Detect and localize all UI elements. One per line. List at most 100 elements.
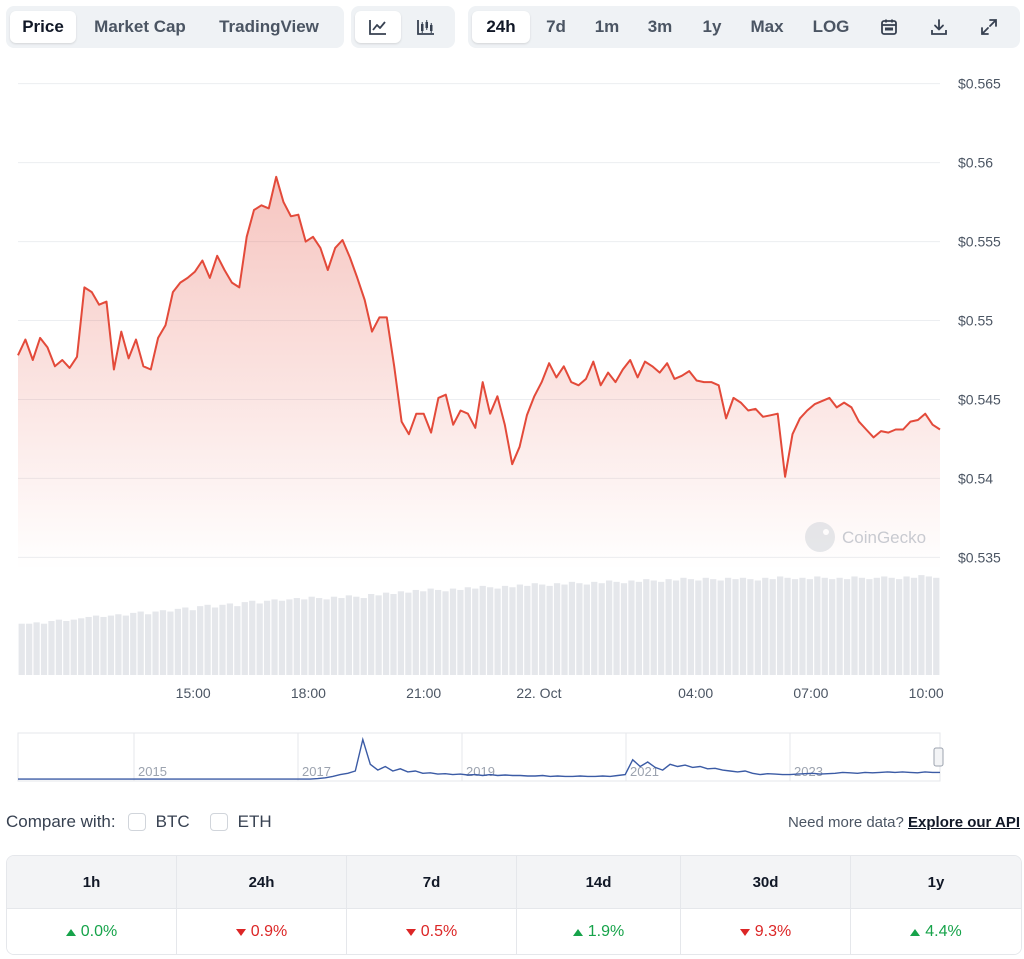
volume-bar bbox=[836, 577, 843, 675]
volume-bar bbox=[427, 588, 434, 675]
api-promo: Need more data? Explore our API bbox=[788, 814, 1020, 831]
volume-bar bbox=[613, 581, 620, 675]
volume-bar bbox=[457, 589, 464, 675]
volume-bar bbox=[799, 577, 806, 675]
overview-year-label: 2015 bbox=[138, 764, 167, 779]
x-tick-label: 07:00 bbox=[793, 685, 828, 701]
volume-bar bbox=[308, 596, 315, 675]
y-tick-label: $0.555 bbox=[958, 234, 1001, 250]
volume-bar bbox=[821, 577, 828, 675]
btc-label[interactable]: BTC bbox=[155, 812, 190, 831]
volume-bar bbox=[115, 614, 122, 675]
navigator-handle[interactable] bbox=[933, 747, 944, 767]
eth-checkbox[interactable] bbox=[209, 813, 228, 831]
volume-bar bbox=[546, 585, 553, 675]
tab-tradingview[interactable]: TradingView bbox=[219, 17, 319, 36]
tab-price[interactable]: Price bbox=[10, 11, 76, 43]
change-1y: 4.4% bbox=[851, 909, 1021, 954]
volume-bar bbox=[211, 607, 219, 675]
volume-bar bbox=[405, 592, 412, 675]
arrow-down-icon bbox=[235, 928, 246, 936]
tab-range-24h[interactable]: 24h bbox=[472, 11, 530, 43]
volume-bar bbox=[918, 575, 925, 675]
volume-bar bbox=[390, 594, 397, 675]
volume-bar bbox=[345, 595, 352, 675]
explore-api-link[interactable]: Explore our API bbox=[908, 814, 1020, 831]
volume-bar bbox=[70, 619, 77, 675]
y-tick-label: $0.545 bbox=[958, 391, 1001, 407]
volume-bar bbox=[881, 576, 888, 675]
header-24h: 24h bbox=[177, 856, 347, 908]
x-tick-label: 18:00 bbox=[291, 685, 326, 701]
fullscreen-button[interactable] bbox=[964, 11, 1014, 43]
volume-bar bbox=[806, 579, 813, 675]
volume-bar bbox=[531, 583, 538, 675]
volume-bar bbox=[784, 577, 791, 675]
tab-log-scale[interactable]: LOG bbox=[812, 17, 850, 36]
y-tick-label: $0.55 bbox=[958, 313, 993, 329]
volume-bar bbox=[26, 623, 33, 675]
volume-bar bbox=[301, 599, 308, 675]
tab-range-1y[interactable]: 1y bbox=[702, 17, 722, 36]
calendar-button[interactable] bbox=[864, 11, 914, 43]
volume-bar bbox=[702, 577, 709, 675]
x-tick-label: 10:00 bbox=[909, 685, 944, 701]
tab-range-max[interactable]: Max bbox=[750, 17, 784, 36]
chart-metric-tabs: Price Market Cap TradingView bbox=[6, 6, 344, 48]
tab-market-cap[interactable]: Market Cap bbox=[94, 17, 186, 36]
volume-bar bbox=[754, 580, 761, 675]
volume-bar bbox=[791, 579, 799, 675]
volume-bar bbox=[524, 585, 531, 675]
volume-bar bbox=[561, 584, 568, 675]
volume-bar bbox=[130, 612, 137, 675]
header-30d: 30d bbox=[681, 856, 851, 908]
y-tick-label: $0.535 bbox=[958, 549, 1001, 565]
volume-bar bbox=[925, 576, 932, 675]
eth-label[interactable]: ETH bbox=[237, 812, 272, 831]
compare-label: Compare with: bbox=[6, 812, 116, 831]
volume-bar bbox=[777, 576, 784, 675]
volume-bar bbox=[234, 606, 241, 675]
download-button[interactable] bbox=[914, 11, 964, 43]
line-chart-icon bbox=[368, 18, 388, 36]
volume-bar bbox=[18, 623, 25, 675]
btc-checkbox[interactable] bbox=[127, 813, 146, 831]
volume-bar bbox=[249, 600, 256, 675]
tab-range-7d[interactable]: 7d bbox=[546, 17, 566, 36]
volume-bars bbox=[18, 575, 940, 675]
line-chart-tab[interactable] bbox=[355, 11, 401, 43]
volume-bar bbox=[509, 587, 516, 675]
volume-bar bbox=[858, 577, 866, 675]
volume-bar bbox=[442, 591, 449, 675]
table-row: 0.0% 0.9% 0.5% 1.9% 9.3% 4.4% bbox=[7, 908, 1021, 954]
volume-bar bbox=[152, 611, 159, 675]
overview-year-label: 2019 bbox=[466, 764, 495, 779]
volume-bar bbox=[145, 614, 152, 675]
volume-bar bbox=[814, 576, 821, 675]
time-range-tabs: 24h 7d 1m 3m 1y Max LOG bbox=[468, 6, 1020, 48]
volume-bar bbox=[933, 577, 940, 675]
y-tick-label: $0.565 bbox=[958, 76, 1001, 92]
change-30d: 9.3% bbox=[681, 909, 851, 954]
range-navigator[interactable]: 2015 2017 2019 2021 2023 bbox=[17, 732, 944, 782]
volume-bar bbox=[204, 604, 211, 675]
volume-bar bbox=[576, 583, 583, 675]
overview-year-label: 2021 bbox=[630, 764, 659, 779]
volume-bar bbox=[85, 616, 92, 675]
overview-series-line bbox=[18, 736, 940, 780]
volume-bar bbox=[316, 598, 323, 675]
tab-range-3m[interactable]: 3m bbox=[647, 17, 673, 36]
volume-bar bbox=[241, 602, 248, 675]
x-tick-label: 21:00 bbox=[406, 685, 441, 701]
x-tick-label: 04:00 bbox=[678, 685, 713, 701]
x-tick-label: 22. Oct bbox=[516, 685, 561, 701]
price-area-fill bbox=[18, 176, 940, 571]
volume-bar bbox=[829, 579, 836, 675]
candlestick-chart-tab[interactable] bbox=[401, 11, 451, 43]
volume-bar bbox=[620, 583, 628, 675]
volume-bar bbox=[263, 600, 271, 675]
price-chart[interactable]: $0.565$0.56$0.555$0.55$0.545$0.54$0.535 … bbox=[0, 60, 1024, 790]
tab-range-1m[interactable]: 1m bbox=[594, 17, 620, 36]
volume-bar bbox=[197, 606, 204, 675]
volume-bar bbox=[695, 580, 702, 675]
